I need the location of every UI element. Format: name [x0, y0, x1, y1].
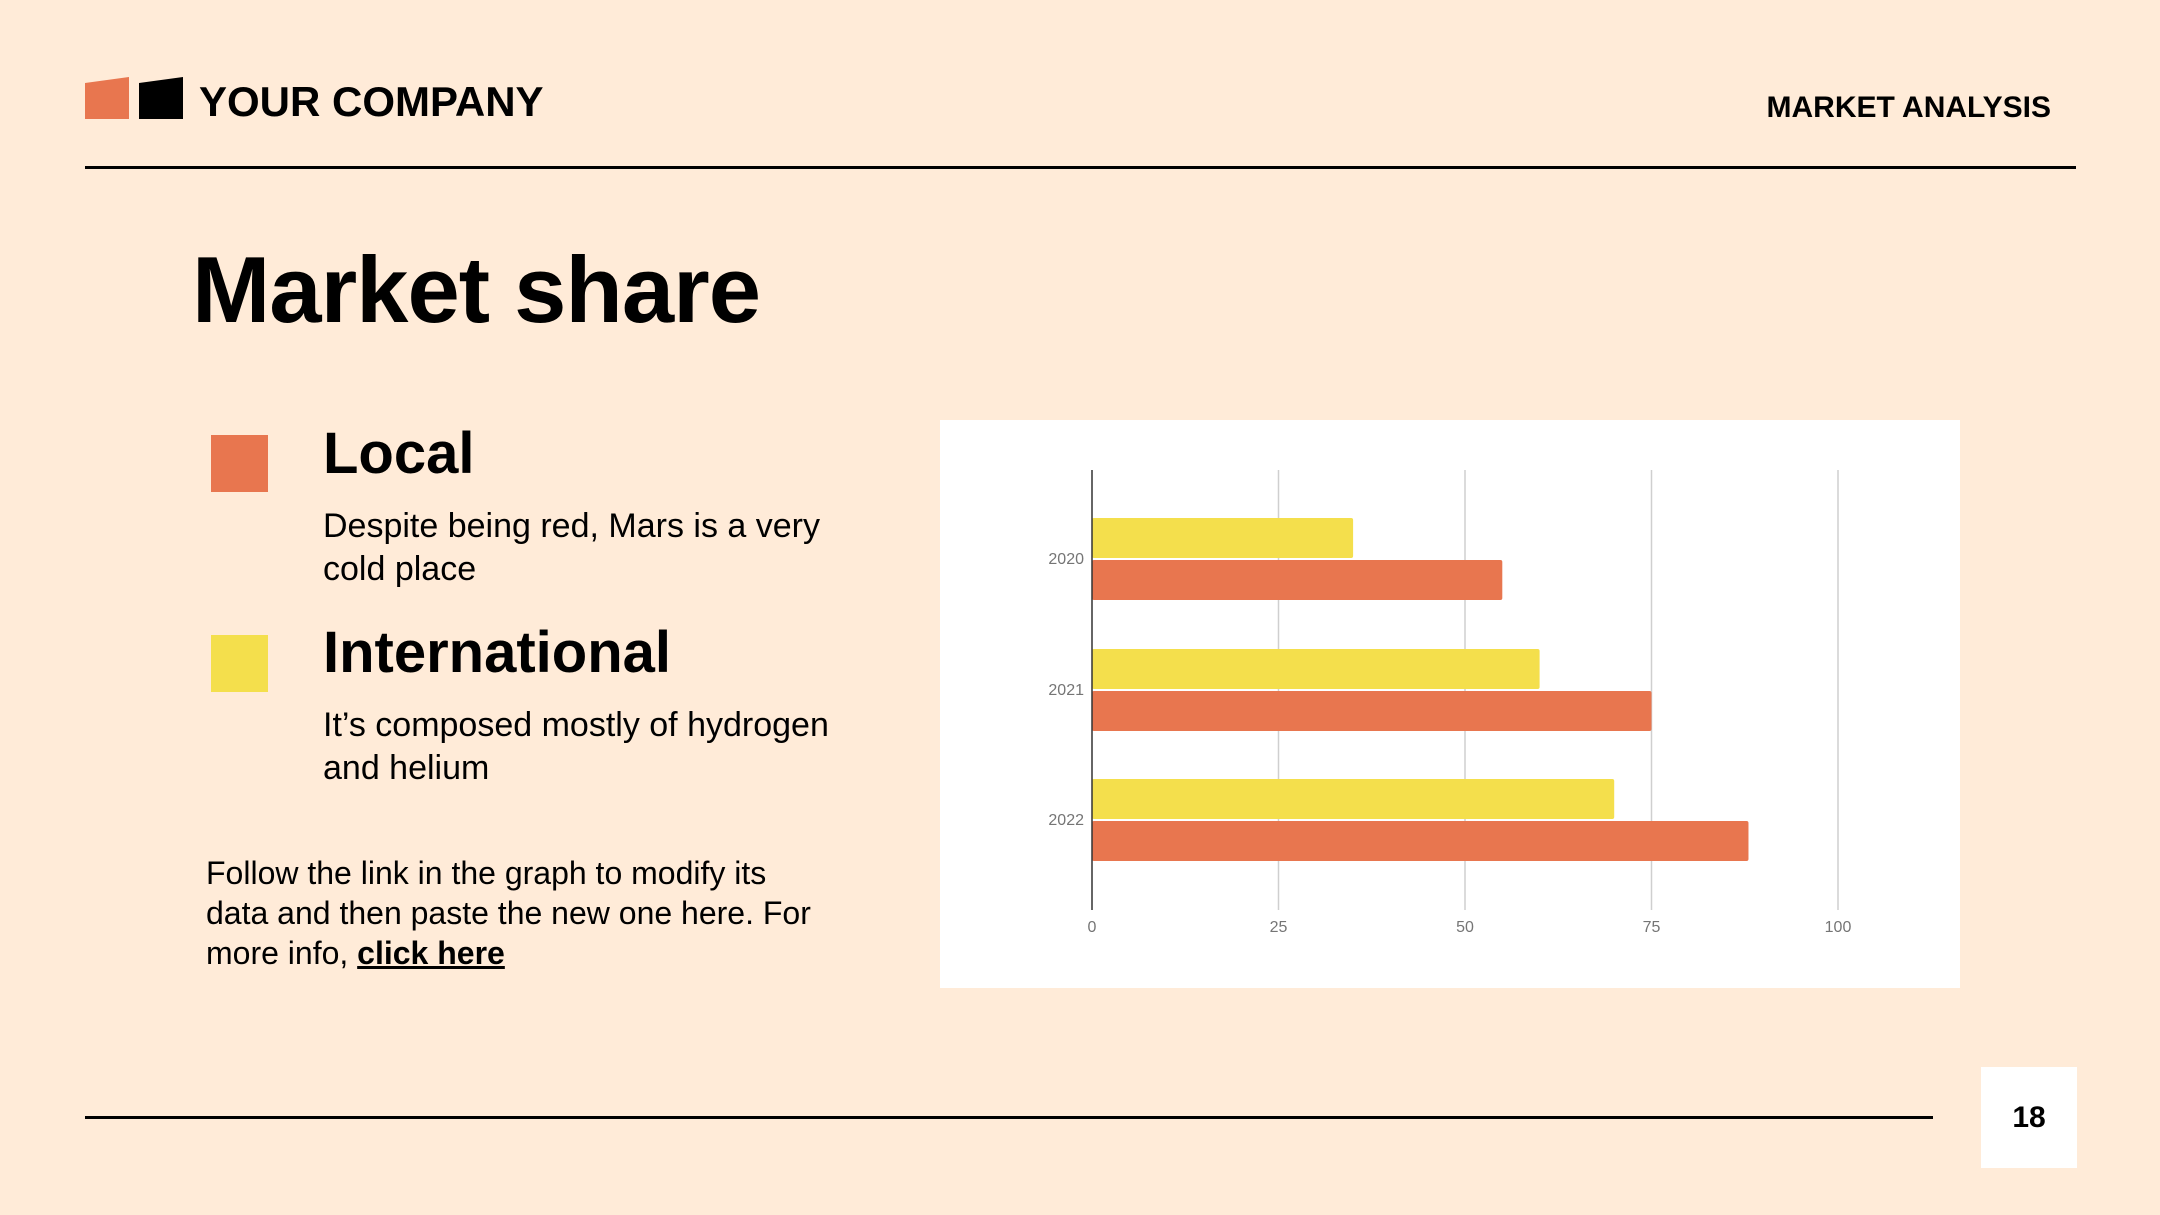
x-tick-label-0: 0 — [1088, 919, 1097, 936]
y-category-label-2022: 2022 — [1048, 812, 1084, 829]
y-category-label-2021: 2021 — [1048, 682, 1084, 699]
bar-international-2020 — [1092, 518, 1354, 558]
page-title: Market share — [192, 237, 761, 342]
y-category-label-2020: 2020 — [1048, 551, 1084, 568]
international-description: It’s composed mostly of hydrogen and hel… — [323, 706, 829, 787]
footer-divider — [85, 1116, 1933, 1119]
header-divider — [85, 166, 2076, 169]
local-title: Local — [323, 421, 475, 486]
x-tick-label-50: 50 — [1456, 919, 1474, 936]
company-name: YOUR COMPANY — [199, 78, 544, 125]
bar-local-2021 — [1092, 691, 1652, 731]
bar-international-2021 — [1092, 649, 1540, 689]
market-share-chart[interactable]: 0 25 50 75 100 2020 2021 2022 — [940, 420, 1960, 988]
local-description: Despite being red, Mars is a very cold p… — [323, 507, 820, 588]
bar-local-2020 — [1092, 560, 1503, 600]
company-logo-icon — [85, 77, 183, 119]
section-label: MARKET ANALYSIS — [1766, 91, 2051, 124]
bar-international-2022 — [1092, 779, 1615, 819]
page-number: 18 — [1981, 1067, 2077, 1168]
x-tick-label-100: 100 — [1825, 919, 1852, 936]
local-swatch — [211, 435, 268, 492]
x-tick-label-25: 25 — [1270, 919, 1288, 936]
click-here-link[interactable]: click here — [357, 935, 505, 971]
international-title: International — [323, 620, 672, 685]
international-swatch — [211, 635, 268, 692]
info-note: Follow the link in the graph to modify i… — [206, 853, 826, 973]
x-tick-label-75: 75 — [1643, 919, 1661, 936]
chart-card[interactable]: 0 25 50 75 100 2020 2021 2022 — [940, 420, 1960, 988]
bar-local-2022 — [1092, 821, 1749, 861]
info-note-text: Follow the link in the graph to modify i… — [206, 855, 811, 971]
